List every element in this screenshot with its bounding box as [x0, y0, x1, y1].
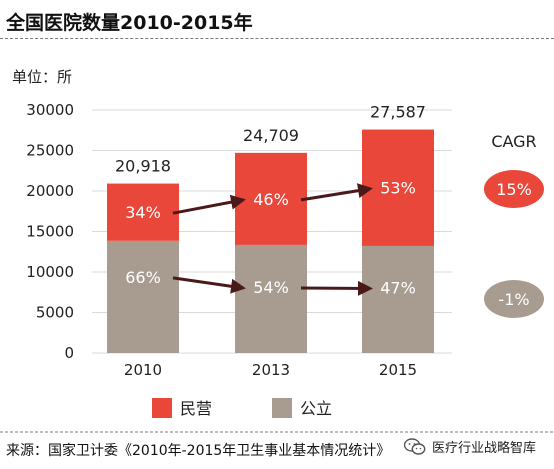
- bar-private: [235, 152, 307, 245]
- source-note: 来源：国家卫计委《2010年-2015年卫生事业基本情况统计》: [6, 443, 391, 459]
- y-tick-label: 10000: [26, 263, 74, 281]
- wechat-icon: [404, 437, 426, 455]
- cagr-label: CAGR: [491, 132, 536, 151]
- public-share-label: 66%: [125, 268, 161, 287]
- public-trend-arrow: [172, 276, 246, 294]
- private-trend-arrow: [172, 194, 246, 215]
- bar-public: [362, 245, 434, 353]
- y-tick-label: 25000: [26, 142, 74, 160]
- brand-text: 医疗行业战略智库: [432, 441, 537, 456]
- y-tick-label: 30000: [26, 101, 74, 119]
- public-trend-arrow: [300, 280, 373, 296]
- bar-public: [235, 244, 307, 353]
- public-share-label: 47%: [380, 278, 416, 297]
- bar-private: [362, 129, 434, 246]
- cagr-private-bubble: [484, 170, 544, 208]
- unit-label: 单位：所: [12, 68, 73, 86]
- total-value-label: 27,587: [370, 103, 426, 122]
- y-tick-label: 5000: [36, 304, 74, 322]
- private-trend-arrow: [300, 183, 373, 202]
- bar-public: [107, 240, 179, 353]
- cagr-public-bubble: [484, 280, 544, 318]
- public-share-label: 54%: [253, 278, 289, 297]
- cagr-public-value: -1%: [498, 290, 529, 309]
- y-tick-label: 0: [64, 344, 74, 362]
- x-tick-label: 2010: [124, 361, 162, 379]
- cagr-private-value: 15%: [496, 180, 532, 199]
- x-tick-label: 2013: [252, 361, 290, 379]
- private-share-label: 46%: [253, 190, 289, 209]
- private-share-label: 53%: [380, 179, 416, 198]
- bar-private: [107, 183, 179, 241]
- legend-swatch-private: [152, 398, 172, 418]
- legend-label-public: 公立: [300, 399, 332, 418]
- total-value-label: 20,918: [115, 157, 171, 176]
- x-tick-label: 2015: [379, 361, 417, 379]
- legend-swatch-public: [272, 398, 292, 418]
- y-tick-label: 20000: [26, 182, 74, 200]
- y-tick-label: 15000: [26, 223, 74, 241]
- chart-title: 全国医院数量2010-2015年: [6, 12, 253, 34]
- private-share-label: 34%: [125, 203, 161, 222]
- legend-label-private: 民营: [180, 399, 212, 418]
- title-divider: [0, 38, 554, 39]
- total-value-label: 24,709: [243, 126, 299, 145]
- brand-watermark: 医疗行业战略智库: [404, 437, 536, 456]
